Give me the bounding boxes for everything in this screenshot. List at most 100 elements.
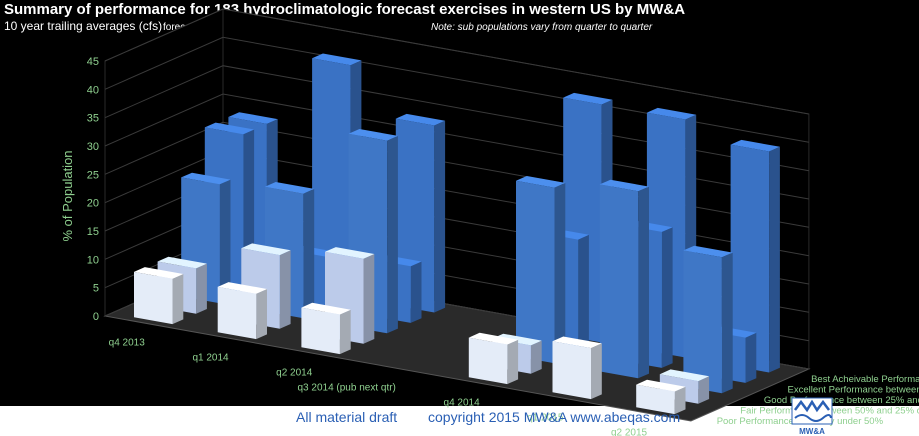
- bar-top: [599, 179, 649, 192]
- y-tick-label: 5: [93, 283, 99, 295]
- category-label: q1 2014: [192, 353, 229, 364]
- bar-front: [312, 58, 351, 298]
- bar-side: [256, 289, 267, 340]
- bar-top: [228, 112, 278, 124]
- bar: [599, 179, 649, 379]
- y-tick-label: 10: [87, 254, 99, 266]
- bar-top: [563, 92, 613, 105]
- bar-top: [552, 336, 602, 349]
- bar-side: [591, 343, 602, 400]
- bar: [134, 267, 184, 325]
- bar-side: [196, 263, 207, 314]
- bar-side: [363, 254, 375, 344]
- bar-side: [339, 309, 351, 355]
- bar-front: [134, 271, 173, 325]
- bar-top: [181, 172, 231, 185]
- gridline: [104, 65, 809, 172]
- bar-side: [721, 252, 733, 394]
- chart-subtitle: 10 year trailing averages (cfs): [4, 19, 162, 33]
- bar-front: [217, 286, 257, 340]
- y-tick-label: 20: [87, 198, 99, 210]
- bar-top: [204, 122, 255, 135]
- category-label: q4 2014: [444, 398, 481, 409]
- bar-side: [219, 179, 231, 304]
- bar-front: [730, 144, 770, 373]
- bar: [730, 139, 780, 373]
- bar-top: [516, 176, 566, 188]
- bar-side: [578, 234, 589, 353]
- y-tick-label: 45: [87, 56, 99, 68]
- bar-side: [661, 227, 673, 368]
- bar-top: [395, 113, 446, 126]
- bar-top: [646, 107, 697, 120]
- bar-front: [516, 180, 555, 364]
- bar-top: [264, 182, 315, 194]
- bar: [516, 176, 566, 364]
- bar-top: [730, 139, 780, 152]
- category-label: q2 2015: [611, 428, 648, 436]
- bar-side: [387, 135, 398, 334]
- series-label: Best Acheivable Performance within 5% of…: [811, 374, 919, 385]
- y-tick-label: 35: [87, 113, 99, 125]
- bar-front: [552, 341, 591, 400]
- y-tick-label: 40: [87, 84, 99, 96]
- y-tick-label: 30: [87, 141, 99, 153]
- gridline: [104, 8, 809, 115]
- bar-side: [745, 332, 757, 383]
- footer-draft: All material draft: [296, 409, 398, 425]
- bar-side: [507, 339, 519, 385]
- category-label: q2 2014: [276, 368, 313, 379]
- bar-front: [301, 307, 340, 355]
- bar-side: [279, 250, 291, 329]
- bar-top: [659, 369, 710, 382]
- gridline: [104, 36, 809, 143]
- bar: [552, 336, 602, 400]
- bar-top: [468, 332, 519, 345]
- bar-side: [303, 188, 315, 319]
- footer-copyright: copyright 2015 MW&A www.abeqas.com: [428, 409, 681, 425]
- bar: [683, 245, 733, 394]
- bar: [636, 379, 686, 415]
- bar: [217, 282, 267, 340]
- category-label: q3 2014 (pub next qtr): [297, 383, 395, 394]
- chart-note: Note: sub populations vary from quarter …: [431, 22, 653, 33]
- bar-side: [530, 340, 542, 374]
- bar-top: [312, 53, 362, 66]
- bar: [468, 332, 519, 385]
- bar-side: [769, 146, 780, 373]
- bar-top: [636, 379, 686, 392]
- y-tick-label: 25: [87, 169, 99, 181]
- gridline: [104, 93, 809, 200]
- bar-side: [674, 386, 686, 415]
- bar-front: [468, 337, 508, 385]
- y-tick-label: 15: [87, 226, 99, 238]
- bar-side: [698, 376, 710, 404]
- bar-side: [638, 186, 649, 379]
- bar-top: [217, 282, 267, 294]
- bar: [301, 302, 351, 355]
- bar-side: [172, 274, 184, 325]
- y-axis-label: % of Population: [60, 150, 75, 241]
- bar-top: [134, 267, 184, 279]
- mwa-logo: MW&A: [791, 397, 833, 436]
- bar-top: [157, 256, 207, 269]
- category-label: q1 2015: [527, 413, 564, 424]
- bar-top: [683, 245, 733, 258]
- series-label: Excellent Performance between 10% and 5%…: [788, 385, 919, 396]
- bar-top: [348, 129, 398, 141]
- bar-front: [683, 250, 722, 394]
- bar-front: [599, 184, 639, 379]
- bar-front: [636, 384, 675, 415]
- bar-side: [554, 182, 566, 364]
- y-tick-label: 0: [93, 311, 99, 323]
- bar-top: [241, 243, 291, 256]
- series-label: Good Performance between 25% and 10% of …: [764, 395, 919, 406]
- logo-text: MW&A: [799, 427, 825, 436]
- bar-side: [434, 120, 446, 313]
- category-label: q4 2013: [109, 338, 146, 349]
- bar-top: [325, 247, 375, 259]
- chart-title: Summary of performance for 183 hydroclim…: [4, 1, 685, 18]
- bar-top: [301, 302, 351, 315]
